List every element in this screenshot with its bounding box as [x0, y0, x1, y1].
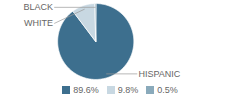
html-text:9.8%: 9.8%: [117, 85, 139, 95]
html-text:0.5%: 0.5%: [157, 85, 178, 95]
html-text:89.6%: 89.6%: [73, 85, 99, 95]
svg-text:HISPANIC: HISPANIC: [138, 69, 180, 79]
svg-text:WHITE: WHITE: [24, 18, 53, 28]
svg-text:BLACK: BLACK: [24, 2, 54, 12]
